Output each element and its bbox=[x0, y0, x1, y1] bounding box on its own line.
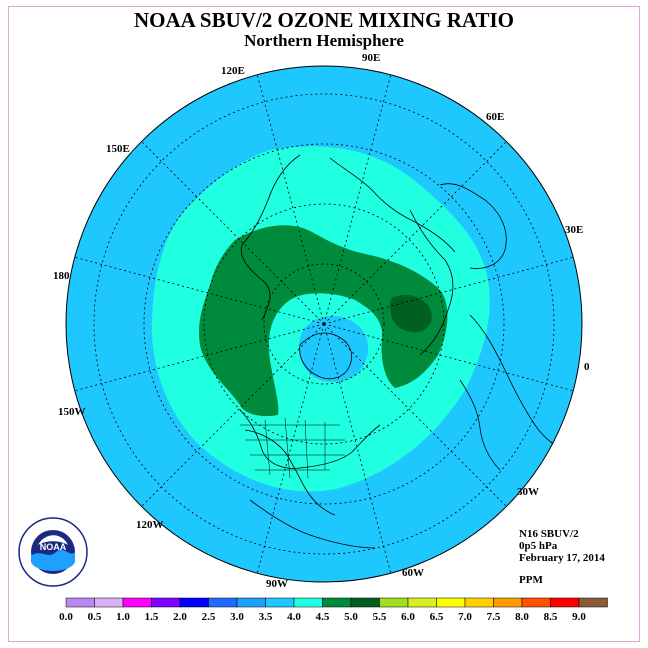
lon-label: 90W bbox=[266, 578, 288, 590]
lon-label: 150W bbox=[58, 406, 86, 418]
noaa-logo: NOAA bbox=[18, 517, 88, 587]
meridian-line bbox=[323, 323, 392, 574]
meridian-line bbox=[141, 141, 325, 325]
lon-label: 120E bbox=[221, 65, 245, 77]
colorbar-swatch bbox=[550, 597, 580, 608]
colorbar-swatch bbox=[236, 597, 266, 608]
colorbar-tick-label: 4.5 bbox=[316, 611, 330, 623]
meridian-line bbox=[256, 323, 325, 574]
colorbar-swatch bbox=[151, 597, 181, 608]
colorbar-swatch bbox=[293, 597, 323, 608]
lon-label: 60W bbox=[402, 567, 424, 579]
ozone-band-4-5-5-0 bbox=[390, 294, 432, 333]
coastlines bbox=[239, 154, 576, 549]
colorbar-tick-label: 3.0 bbox=[230, 611, 244, 623]
figure-frame bbox=[8, 6, 640, 642]
meridian-line bbox=[323, 256, 574, 325]
units-label: PPM bbox=[519, 574, 543, 586]
colorbar-tick-label: 1.5 bbox=[145, 611, 159, 623]
colorbar-tick-label: 1.0 bbox=[116, 611, 130, 623]
colorbar-swatch bbox=[464, 597, 494, 608]
lon-label: 180 bbox=[53, 270, 70, 282]
colorbar-swatch bbox=[493, 597, 523, 608]
lon-label: 30W bbox=[517, 486, 539, 498]
pressure-level: 0p5 hPa bbox=[519, 540, 558, 552]
colorbar-tick-label: 7.0 bbox=[458, 611, 472, 623]
instrument-label: N16 SBUV/2 bbox=[519, 528, 579, 540]
colorbar-swatch bbox=[265, 597, 295, 608]
colorbar-swatch bbox=[122, 597, 152, 608]
colorbar-tick-label: 2.5 bbox=[202, 611, 216, 623]
colorbar-swatch bbox=[322, 597, 352, 608]
meridian-line bbox=[323, 323, 507, 507]
colorbar-swatch bbox=[436, 597, 466, 608]
meridian-line bbox=[323, 141, 507, 325]
colorbar-swatch bbox=[407, 597, 437, 608]
colorbar-swatch bbox=[179, 597, 209, 608]
colorbar-tick-label: 5.0 bbox=[344, 611, 358, 623]
colorbar-swatch bbox=[578, 597, 608, 608]
colorbar-tick-label: 8.0 bbox=[515, 611, 529, 623]
colorbar-swatch bbox=[521, 597, 551, 608]
meridian-line bbox=[141, 323, 325, 507]
lon-label: 0 bbox=[584, 361, 590, 373]
colorbar-tick-label: 3.5 bbox=[259, 611, 273, 623]
colorbar-swatch bbox=[65, 597, 95, 608]
colorbar-tick-label: 2.0 bbox=[173, 611, 187, 623]
lon-label: 30E bbox=[565, 224, 583, 236]
noaa-logo-text: NOAA bbox=[40, 542, 67, 552]
meridian-line bbox=[323, 323, 574, 392]
map-title: NOAA SBUV/2 OZONE MIXING RATIO bbox=[134, 8, 514, 32]
colorbar-tick-label: 0.5 bbox=[88, 611, 102, 623]
lon-label: 90E bbox=[362, 52, 380, 64]
colorbar-tick-label: 6.5 bbox=[430, 611, 444, 623]
colorbar-tick-label: 0.0 bbox=[59, 611, 73, 623]
colorbar-swatch bbox=[379, 597, 409, 608]
colorbar-tick-label: 4.0 bbox=[287, 611, 301, 623]
map-subtitle: Northern Hemisphere bbox=[244, 31, 404, 50]
colorbar-swatch bbox=[350, 597, 380, 608]
longitude-labels: 90E 60E 30E 0 30W 60W 90W 120W 150W 180 … bbox=[53, 52, 590, 590]
colorbar: 0.0 0.5 1.0 1.5 2.0 2.5 3.0 3.5 4.0 4.5 5.0 5.5 6.0 6… bbox=[59, 597, 608, 623]
colorbar-tick-label: 7.5 bbox=[487, 611, 501, 623]
lon-label: 120W bbox=[136, 519, 164, 531]
lon-label: 60E bbox=[486, 111, 504, 123]
colorbar-tick-label: 9.0 bbox=[572, 611, 586, 623]
ozone-polar-low bbox=[298, 316, 369, 382]
graticule bbox=[74, 74, 574, 574]
ozone-band-4-0-4-5 bbox=[199, 225, 448, 417]
lon-label: 150E bbox=[106, 143, 130, 155]
us-state-boundaries bbox=[240, 417, 345, 479]
colorbar-tick-label: 6.0 bbox=[401, 611, 415, 623]
colorbar-swatch bbox=[94, 597, 124, 608]
date-label: February 17, 2014 bbox=[519, 552, 605, 564]
colorbar-tick-label: 5.5 bbox=[373, 611, 387, 623]
colorbar-tick-label: 8.5 bbox=[544, 611, 558, 623]
colorbar-swatch bbox=[208, 597, 238, 608]
